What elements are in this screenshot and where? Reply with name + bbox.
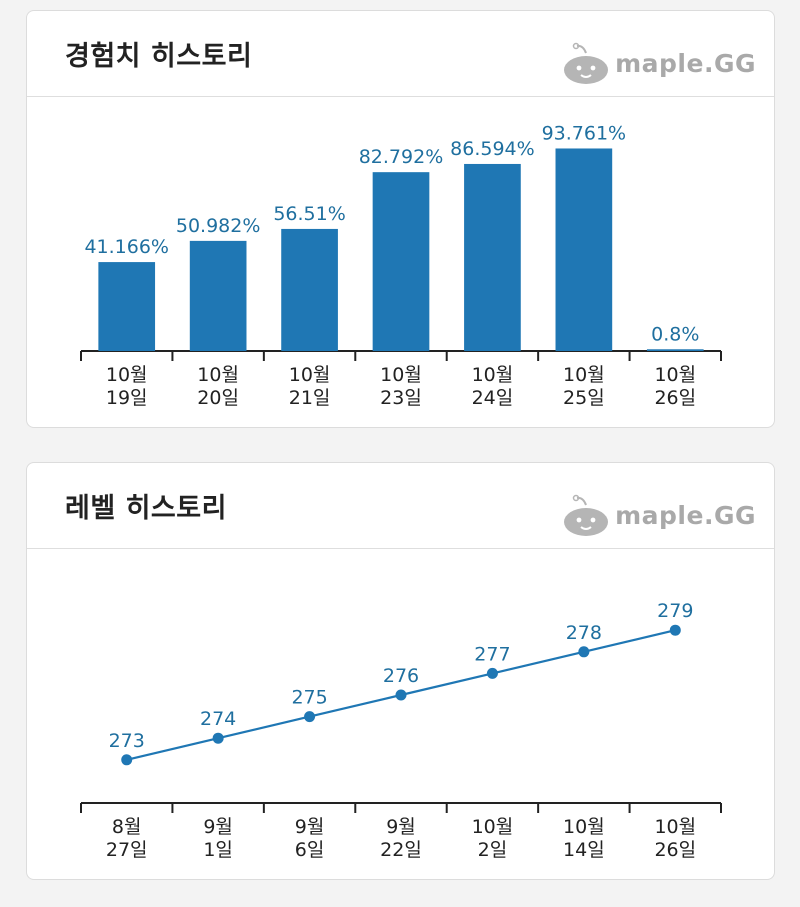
x-tick-label-line: 10월	[289, 364, 331, 386]
x-tick-label-line: 26일	[654, 387, 696, 409]
x-tick-label: 10월 26일	[654, 364, 696, 409]
exp-bar-value-label: 0.8%	[651, 323, 699, 345]
exp-bar-value-label: 86.594%	[450, 138, 535, 160]
x-tick-label-line: 10월	[472, 364, 514, 386]
level-card-header: 레벨 히스토리 maple.GG	[27, 463, 774, 549]
exp-bar-value-label: 82.792%	[359, 146, 444, 168]
level-point	[395, 689, 407, 701]
slime-mascot-icon	[564, 494, 609, 536]
exp-bar-value-label: 56.51%	[273, 203, 345, 225]
x-tick-label-line: 22일	[380, 839, 422, 861]
brand-logo: maple.GG	[561, 493, 756, 537]
x-tick-label-line: 24일	[472, 387, 514, 409]
x-tick-label: 10월 21일	[289, 364, 331, 409]
level-point	[121, 754, 133, 766]
x-tick-label: 8월 27일	[106, 816, 148, 861]
level-point	[212, 732, 224, 744]
x-tick-label: 10월 2일	[472, 816, 514, 861]
level-history-card: 레벨 히스토리 maple.GG 8월 27일 9월 1일 9월 6일 9월 22일 10월 2일…	[26, 462, 775, 880]
x-tick-label-line: 9월	[386, 816, 416, 838]
x-tick-label: 10월 19일	[106, 364, 148, 409]
exp-bar	[646, 349, 704, 351]
x-tick-label-line: 10월	[654, 816, 696, 838]
level-point-label: 276	[383, 665, 419, 687]
level-card-title: 레벨 히스토리	[65, 493, 227, 524]
x-tick-label: 10월 24일	[472, 364, 514, 409]
x-tick-label-line: 10월	[106, 364, 148, 386]
x-tick-label-line: 6일	[295, 839, 325, 861]
x-tick-label-line: 10월	[197, 364, 239, 386]
exp-bar-value-label: 93.761%	[542, 122, 627, 144]
x-tick-label-line: 20일	[197, 387, 239, 409]
x-tick-label-line: 10월	[563, 816, 605, 838]
level-point	[304, 711, 316, 723]
level-point	[669, 624, 681, 636]
level-point-label: 275	[291, 687, 327, 709]
x-tick-label-line: 10월	[654, 364, 696, 386]
exp-bar	[464, 163, 521, 351]
x-tick-label: 10월 23일	[380, 364, 422, 409]
level-point-label: 273	[109, 730, 145, 752]
level-point-label: 279	[657, 600, 693, 622]
exp-bar-value-label: 41.166%	[84, 236, 169, 258]
x-tick-label-line: 10월	[563, 364, 605, 386]
x-tick-label: 9월 1일	[203, 816, 233, 861]
exp-bar	[98, 262, 156, 351]
x-tick-label-line: 1일	[203, 839, 233, 861]
x-tick-label-line: 8월	[112, 816, 142, 838]
exp-bar-value-label: 50.982%	[176, 215, 261, 237]
x-tick-label: 10월 25일	[563, 364, 605, 409]
exp-bar	[555, 148, 613, 351]
level-point-label: 274	[200, 708, 236, 730]
brand-text: maple.GG	[615, 500, 756, 530]
level-point	[578, 646, 590, 658]
exp-bar	[189, 240, 247, 351]
x-tick-label-line: 26일	[654, 839, 696, 861]
level-point-label: 278	[566, 622, 602, 644]
exp-bar	[372, 172, 430, 351]
x-tick-label: 9월 22일	[380, 816, 422, 861]
level-point	[486, 667, 498, 679]
x-tick-label-line: 2일	[478, 839, 508, 861]
exp-bar	[281, 228, 338, 351]
x-tick-label-line: 19일	[106, 387, 148, 409]
brand-logo: maple.GG	[561, 41, 756, 85]
slime-mascot-icon	[564, 42, 609, 84]
x-tick-label-line: 10월	[472, 816, 514, 838]
x-tick-label-line: 9월	[295, 816, 325, 838]
x-tick-label-line: 21일	[289, 387, 331, 409]
x-tick-label-line: 14일	[563, 839, 605, 861]
x-tick-label: 10월 14일	[563, 816, 605, 861]
x-tick-label: 10월 26일	[654, 816, 696, 861]
x-tick-label-line: 10월	[380, 364, 422, 386]
x-tick-label-line: 27일	[106, 839, 148, 861]
exp-history-card: 경험치 히스토리 maple.GG 10월 19일 10월 20일 10월 21일 10월 2…	[26, 10, 775, 428]
exp-card-header: 경험치 히스토리 maple.GG	[27, 11, 774, 97]
x-tick-label: 10월 20일	[197, 364, 239, 409]
brand-text: maple.GG	[615, 48, 756, 78]
x-tick-label-line: 25일	[563, 387, 605, 409]
x-tick-label: 9월 6일	[295, 816, 325, 861]
x-tick-label-line: 23일	[380, 387, 422, 409]
exp-card-title: 경험치 히스토리	[65, 41, 253, 72]
level-point-label: 277	[474, 643, 510, 665]
x-tick-label-line: 9월	[203, 816, 233, 838]
